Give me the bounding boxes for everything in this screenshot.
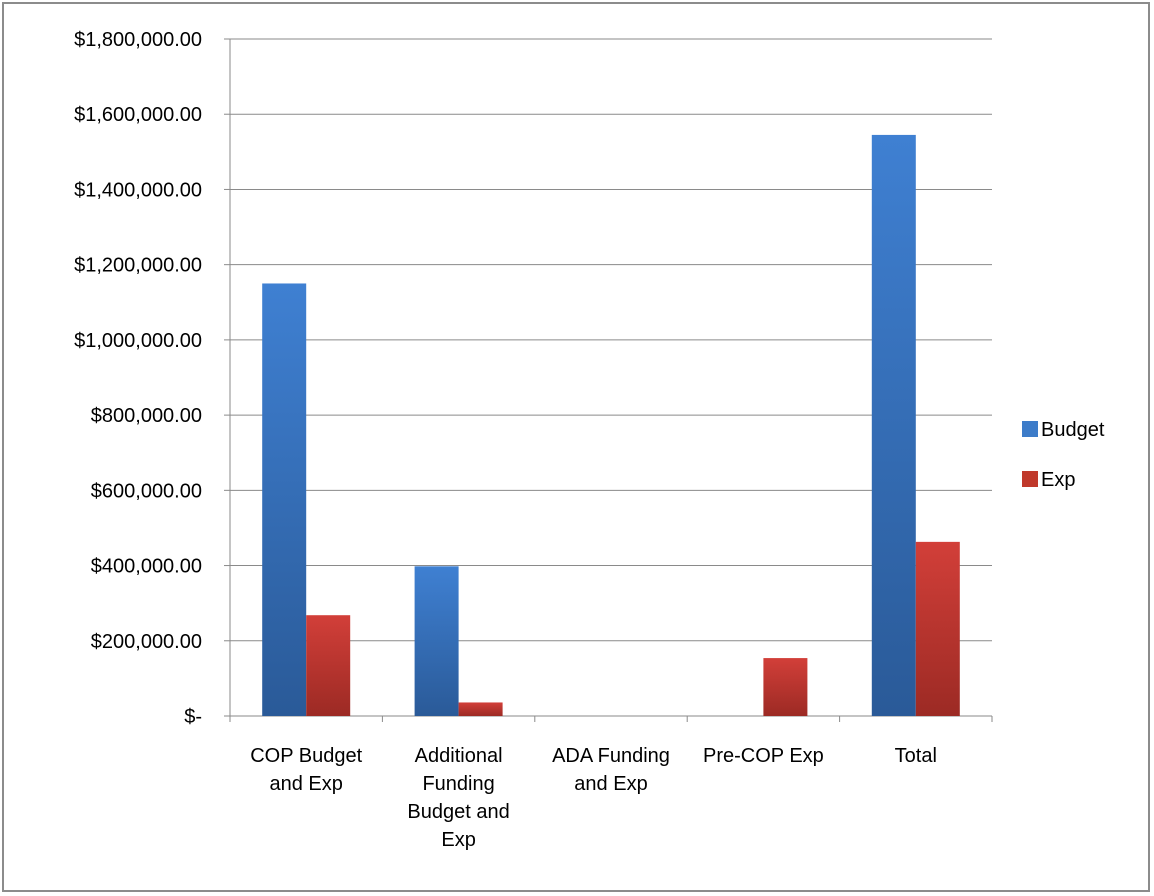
legend: Budget Exp [1022,419,1105,491]
bar-budget [262,283,307,716]
x-category-label: ADA Funding and Exp [552,745,670,795]
y-tick-labels: $- $200,000.00 $400,000.00 $600,000.00 $800,… [74,29,202,728]
y-tick-label: $1,000,000.00 [74,330,202,352]
y-tick-label: $1,200,000.00 [74,255,202,277]
bar-exp [763,658,808,716]
legend-swatch-exp [1022,471,1038,487]
bar-chart: $- $200,000.00 $400,000.00 $600,000.00 $800,… [74,29,1105,851]
bar-budget [414,566,459,716]
bar-budget [871,134,916,717]
bars [262,134,960,717]
y-tick-label: $1,600,000.00 [74,104,202,126]
y-tick-label: $- [184,706,202,728]
bar-exp [915,541,960,716]
bar-exp [458,702,503,716]
y-tick-label: $1,800,000.00 [74,29,202,51]
x-category-label: COP Budget and Exp [250,745,362,795]
y-tick-label: $600,000.00 [91,480,202,502]
axes [224,38,993,722]
gridlines [230,38,992,642]
y-tick-label: $200,000.00 [91,631,202,653]
x-category-label: Total [895,745,937,767]
y-tick-label: $400,000.00 [91,556,202,578]
x-category-label: Additional Funding Budget and Exp [407,745,509,851]
legend-swatch-budget [1022,421,1038,437]
x-category-label: Pre-COP Exp [703,745,824,767]
bar-exp [306,615,351,716]
x-category-labels: COP Budget and Exp Additional Funding Budget… [250,745,937,851]
legend-label-budget: Budget [1041,419,1105,441]
y-tick-label: $1,400,000.00 [74,179,202,201]
legend-label-exp: Exp [1041,469,1075,491]
y-tick-label: $800,000.00 [91,405,202,427]
